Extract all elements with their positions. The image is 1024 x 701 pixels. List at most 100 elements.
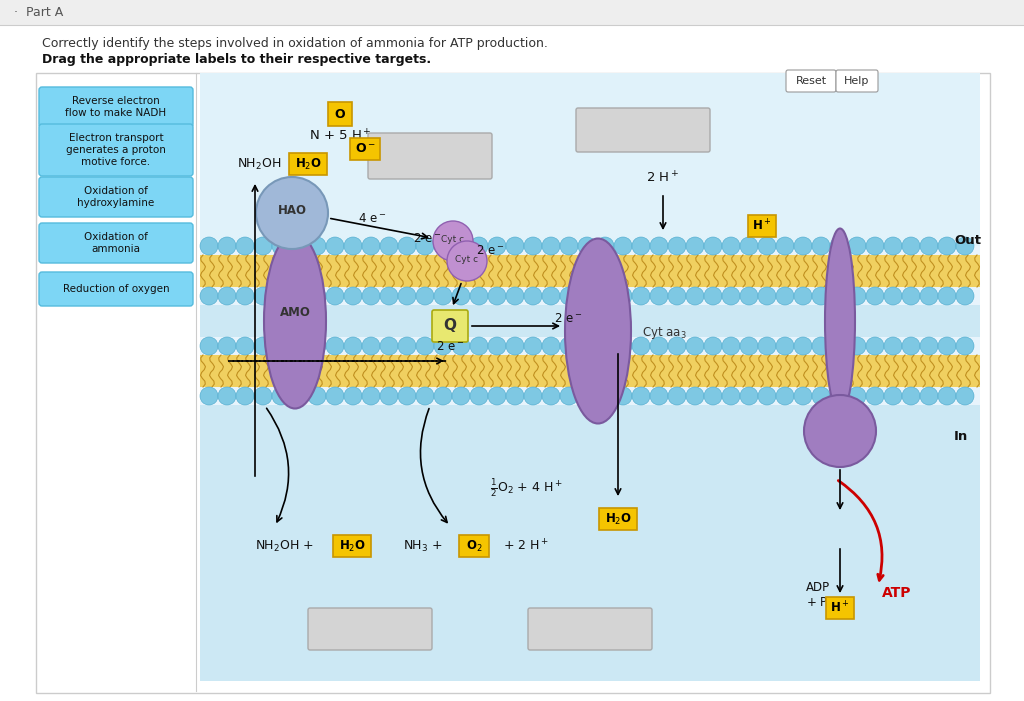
- Circle shape: [560, 287, 578, 305]
- Circle shape: [920, 287, 938, 305]
- Circle shape: [848, 337, 866, 355]
- Circle shape: [218, 287, 236, 305]
- Circle shape: [578, 387, 596, 405]
- Circle shape: [236, 387, 254, 405]
- Bar: [200, 305, 980, 337]
- Text: NH$_2$OH +: NH$_2$OH +: [255, 538, 315, 554]
- Text: AMO: AMO: [280, 306, 310, 320]
- Circle shape: [668, 237, 686, 255]
- FancyBboxPatch shape: [350, 138, 380, 160]
- Circle shape: [470, 387, 488, 405]
- FancyBboxPatch shape: [826, 597, 854, 619]
- FancyBboxPatch shape: [575, 108, 710, 152]
- Circle shape: [506, 237, 524, 255]
- FancyBboxPatch shape: [836, 70, 878, 92]
- Circle shape: [488, 287, 506, 305]
- Text: Cyt c: Cyt c: [441, 236, 465, 245]
- Circle shape: [290, 237, 308, 255]
- Circle shape: [866, 387, 884, 405]
- Circle shape: [938, 287, 956, 305]
- Ellipse shape: [825, 229, 855, 414]
- Text: 2 e$^-$: 2 e$^-$: [554, 313, 583, 325]
- Circle shape: [650, 237, 668, 255]
- Circle shape: [236, 287, 254, 305]
- Circle shape: [308, 387, 326, 405]
- FancyBboxPatch shape: [748, 215, 776, 237]
- Text: ·  Part A: · Part A: [14, 6, 63, 20]
- Circle shape: [740, 287, 758, 305]
- Circle shape: [705, 237, 722, 255]
- Circle shape: [398, 387, 416, 405]
- Circle shape: [668, 337, 686, 355]
- Circle shape: [542, 237, 560, 255]
- Circle shape: [344, 337, 362, 355]
- Circle shape: [236, 237, 254, 255]
- Circle shape: [632, 237, 650, 255]
- Circle shape: [578, 237, 596, 255]
- Circle shape: [470, 337, 488, 355]
- Text: ATP: ATP: [882, 586, 911, 600]
- Circle shape: [596, 337, 614, 355]
- Circle shape: [380, 337, 398, 355]
- Circle shape: [776, 387, 794, 405]
- Circle shape: [956, 287, 974, 305]
- Circle shape: [506, 287, 524, 305]
- Circle shape: [884, 387, 902, 405]
- Text: N + 5 H$^+$: N + 5 H$^+$: [308, 128, 372, 143]
- FancyBboxPatch shape: [528, 608, 652, 650]
- Circle shape: [812, 337, 830, 355]
- Circle shape: [344, 287, 362, 305]
- Circle shape: [488, 237, 506, 255]
- Text: NH$_3$ +: NH$_3$ +: [403, 538, 442, 554]
- Circle shape: [506, 337, 524, 355]
- Circle shape: [578, 337, 596, 355]
- Circle shape: [614, 287, 632, 305]
- FancyBboxPatch shape: [786, 70, 836, 92]
- Text: Q: Q: [443, 318, 457, 334]
- Circle shape: [650, 387, 668, 405]
- Circle shape: [272, 237, 290, 255]
- Circle shape: [488, 337, 506, 355]
- Circle shape: [758, 387, 776, 405]
- Circle shape: [524, 337, 542, 355]
- Circle shape: [254, 287, 272, 305]
- Circle shape: [542, 337, 560, 355]
- Circle shape: [794, 387, 812, 405]
- Circle shape: [740, 387, 758, 405]
- Bar: [200, 73, 980, 246]
- Circle shape: [668, 387, 686, 405]
- Circle shape: [848, 237, 866, 255]
- Circle shape: [398, 337, 416, 355]
- Circle shape: [902, 287, 920, 305]
- Circle shape: [804, 395, 876, 467]
- Text: 2 e$^-$: 2 e$^-$: [476, 245, 504, 257]
- Text: H$_2$O: H$_2$O: [295, 156, 322, 172]
- Circle shape: [812, 287, 830, 305]
- Bar: [0, 0, 1024, 25]
- Circle shape: [884, 287, 902, 305]
- Bar: [200, 405, 980, 681]
- Text: + 2 H$^+$: + 2 H$^+$: [503, 538, 549, 554]
- Circle shape: [200, 337, 218, 355]
- Circle shape: [200, 387, 218, 405]
- Circle shape: [920, 237, 938, 255]
- Circle shape: [488, 387, 506, 405]
- Circle shape: [596, 237, 614, 255]
- Circle shape: [794, 287, 812, 305]
- Text: H$^+$: H$^+$: [830, 600, 850, 615]
- FancyBboxPatch shape: [36, 73, 990, 693]
- Circle shape: [722, 287, 740, 305]
- Circle shape: [308, 237, 326, 255]
- Circle shape: [614, 237, 632, 255]
- Circle shape: [524, 287, 542, 305]
- Circle shape: [434, 287, 452, 305]
- Circle shape: [236, 337, 254, 355]
- FancyBboxPatch shape: [333, 535, 371, 557]
- Circle shape: [956, 337, 974, 355]
- Circle shape: [650, 287, 668, 305]
- Circle shape: [434, 387, 452, 405]
- FancyBboxPatch shape: [368, 133, 492, 179]
- Circle shape: [614, 387, 632, 405]
- Circle shape: [596, 287, 614, 305]
- Circle shape: [470, 287, 488, 305]
